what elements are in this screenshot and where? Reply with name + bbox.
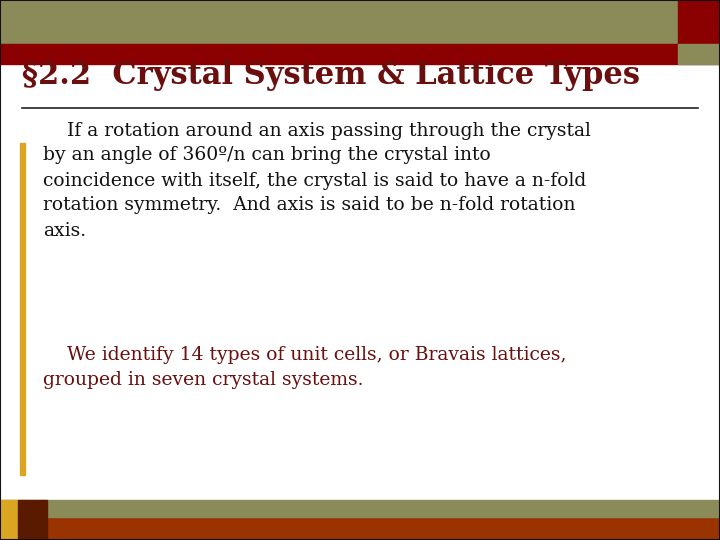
Bar: [20, 143, 25, 475]
Bar: [0, 0, 720, 44]
Text: If a rotation around an axis passing through the crystal
by an angle of 360º/n c: If a rotation around an axis passing thr…: [43, 122, 591, 240]
Bar: [678, 44, 720, 64]
Bar: [0, 517, 720, 540]
Bar: [18, 500, 47, 540]
Bar: [0, 500, 720, 517]
Bar: [0, 500, 18, 540]
Text: We identify 14 types of unit cells, or Bravais lattices,
grouped in seven crysta: We identify 14 types of unit cells, or B…: [43, 346, 567, 389]
Bar: [678, 0, 720, 44]
Bar: [0, 44, 720, 64]
Text: §2.2  Crystal System & Lattice Types: §2.2 Crystal System & Lattice Types: [22, 60, 639, 91]
